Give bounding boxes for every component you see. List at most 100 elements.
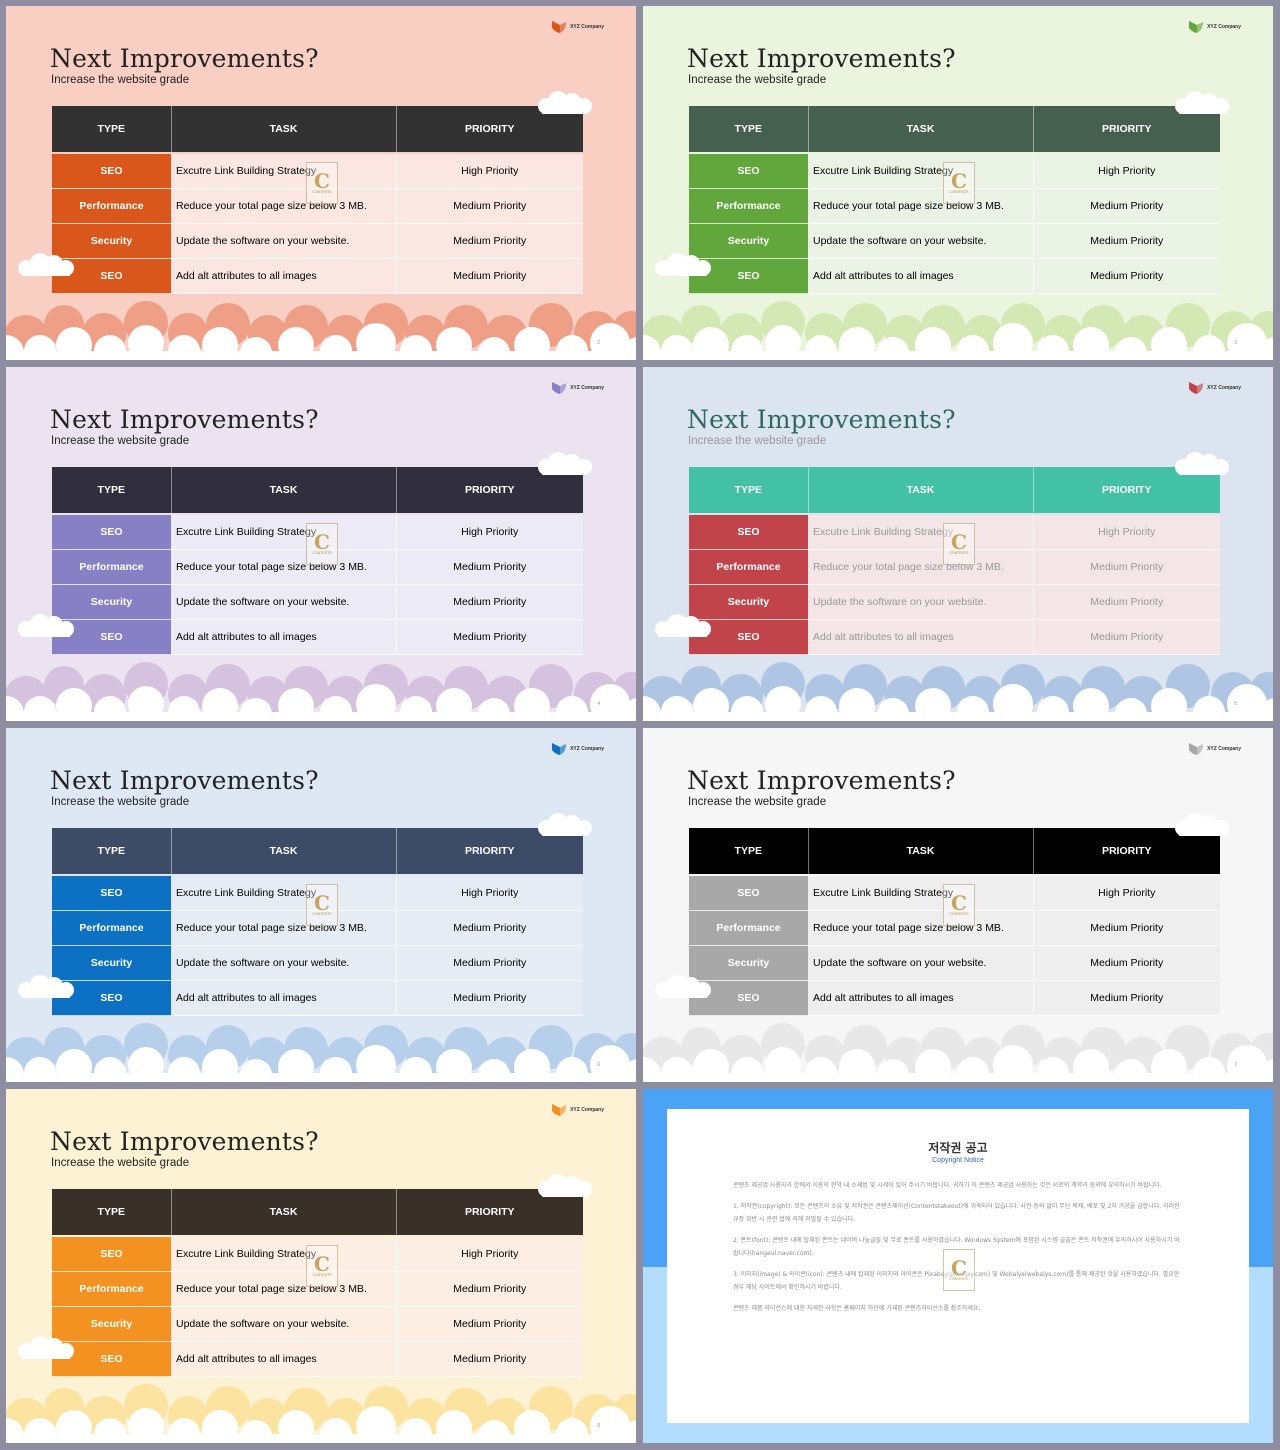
- cell-task: Add alt attributes to all images: [808, 258, 1034, 294]
- copyright-paragraph: 콘텐츠 제공업 사용자가 한에서 이용의 현약 내 소재범 및 시세이 있어 주…: [733, 1182, 1162, 1189]
- cloud-icon: [1175, 452, 1229, 475]
- cell-task: Add alt attributes to all images: [808, 619, 1034, 655]
- cell-task: Reduce your total page size below 3 MB.: [171, 1271, 397, 1307]
- slide-thumbnail[interactable]: XYZ Company Next Improvements? Increase …: [643, 367, 1273, 721]
- slide-thumbnail[interactable]: XYZ Company Next Improvements? Increase …: [6, 1089, 636, 1443]
- company-name: XYZ Company: [570, 1107, 604, 1113]
- clouds-decoration: [643, 301, 1273, 360]
- cell-task: Add alt attributes to all images: [171, 258, 397, 294]
- table-row: Security Update the software on your web…: [689, 584, 1220, 620]
- table-header-row: TYPE TASK PRIORITY: [689, 467, 1220, 513]
- cell-priority: High Priority: [396, 154, 583, 189]
- slide-thumbnail[interactable]: XYZ Company Next Improvements? Increase …: [6, 728, 636, 1082]
- table-header-row: TYPE TASK PRIORITY: [52, 1189, 583, 1235]
- improvements-table: TYPE TASK PRIORITY SEO Excutre Link Buil…: [689, 828, 1220, 1016]
- table-row: Security Update the software on your web…: [52, 584, 583, 620]
- watermark-stamp: C CONTENTS: [306, 1245, 338, 1287]
- watermark-stamp: C CONTENTS: [306, 523, 338, 565]
- cell-priority: Medium Priority: [1033, 619, 1220, 655]
- clouds-decoration: [643, 662, 1273, 721]
- table-row: Security Update the software on your web…: [689, 223, 1220, 259]
- header-task: TASK: [808, 828, 1034, 874]
- company-name: XYZ Company: [1207, 746, 1241, 752]
- cell-priority: Medium Priority: [1033, 549, 1220, 585]
- header-task: TASK: [171, 1189, 397, 1235]
- logo-icon: [552, 1104, 567, 1116]
- logo-icon: [552, 382, 567, 394]
- cell-priority: High Priority: [1033, 515, 1220, 550]
- cell-task: Excutre Link Building Strategy: [171, 154, 397, 189]
- slide-thumbnail[interactable]: XYZ Company Next Improvements? Increase …: [643, 6, 1273, 360]
- slide-thumbnail[interactable]: XYZ Company Next Improvements? Increase …: [6, 6, 636, 360]
- header-type: TYPE: [52, 106, 172, 152]
- company-logo: XYZ Company: [551, 1103, 604, 1117]
- cell-priority: Medium Priority: [396, 619, 583, 655]
- cell-task: Update the software on your website.: [171, 1306, 397, 1342]
- page-number: 8: [597, 1423, 600, 1429]
- watermark-text: CONTENTS: [312, 912, 332, 916]
- table-header-row: TYPE TASK PRIORITY: [52, 828, 583, 874]
- cell-priority: Medium Priority: [396, 1306, 583, 1342]
- header-task: TASK: [808, 467, 1034, 513]
- cell-type: Security: [689, 223, 808, 259]
- slide-thumbnail[interactable]: XYZ Company Next Improvements? Increase …: [6, 367, 636, 721]
- table-row: Performance Reduce your total page size …: [689, 188, 1220, 224]
- cell-priority: Medium Priority: [396, 1271, 583, 1307]
- cloud-icon: [18, 614, 74, 637]
- page-number: 4: [597, 701, 600, 707]
- watermark-letter: C: [951, 530, 967, 554]
- copyright-slide[interactable]: 저작권 공고 Copyright Notice 콘텐츠 제공업 사용자가 한에서…: [643, 1089, 1273, 1443]
- company-logo: XYZ Company: [1188, 381, 1241, 395]
- table-row: SEO Add alt attributes to all images Med…: [689, 980, 1220, 1016]
- table-row: SEO Add alt attributes to all images Med…: [52, 258, 583, 294]
- table-row: SEO Excutre Link Building Strategy High …: [52, 515, 583, 550]
- table-header-row: TYPE TASK PRIORITY: [52, 467, 583, 513]
- cell-priority: Medium Priority: [396, 584, 583, 620]
- cell-priority: High Priority: [1033, 876, 1220, 911]
- watermark-letter: C: [314, 891, 330, 915]
- cloud-icon: [538, 452, 592, 475]
- copyright-body: 콘텐츠 제공업 사용자가 한에서 이용의 현약 내 소재범 및 시세이 있어 주…: [733, 1179, 1185, 1323]
- cell-priority: Medium Priority: [1033, 910, 1220, 946]
- clouds-decoration: [6, 1023, 636, 1082]
- slide-subtitle: Increase the website grade: [688, 435, 827, 447]
- improvements-table: TYPE TASK PRIORITY SEO Excutre Link Buil…: [52, 828, 583, 1016]
- company-logo: XYZ Company: [1188, 20, 1241, 34]
- cell-task: Add alt attributes to all images: [171, 1341, 397, 1377]
- cell-priority: Medium Priority: [1033, 188, 1220, 224]
- table-row: Security Update the software on your web…: [689, 945, 1220, 981]
- company-name: XYZ Company: [570, 24, 604, 30]
- cell-type: Security: [689, 945, 808, 981]
- table-row: SEO Excutre Link Building Strategy High …: [52, 154, 583, 189]
- table-row: SEO Add alt attributes to all images Med…: [52, 980, 583, 1016]
- cell-task: Update the software on your website.: [808, 945, 1034, 981]
- watermark-letter: C: [314, 530, 330, 554]
- table-row: SEO Excutre Link Building Strategy High …: [689, 154, 1220, 189]
- company-logo: XYZ Company: [551, 20, 604, 34]
- slide-thumbnail[interactable]: XYZ Company Next Improvements? Increase …: [643, 728, 1273, 1082]
- cell-type: Security: [689, 584, 808, 620]
- watermark-stamp: C CONTENTS: [306, 884, 338, 926]
- improvements-table: TYPE TASK PRIORITY SEO Excutre Link Buil…: [689, 467, 1220, 655]
- slide-title: Next Improvements?: [687, 44, 956, 73]
- improvements-table: TYPE TASK PRIORITY SEO Excutre Link Buil…: [689, 106, 1220, 294]
- slide-subtitle: Increase the website grade: [51, 74, 190, 86]
- clouds-decoration: [6, 1384, 636, 1443]
- header-priority: PRIORITY: [396, 828, 583, 874]
- company-name: XYZ Company: [570, 746, 604, 752]
- watermark-text: CONTENTS: [949, 190, 969, 194]
- watermark-letter: C: [951, 169, 967, 193]
- cell-task: Update the software on your website.: [808, 223, 1034, 259]
- clouds-decoration: [643, 1023, 1273, 1082]
- table-row: Security Update the software on your web…: [52, 1306, 583, 1342]
- cell-priority: Medium Priority: [396, 549, 583, 585]
- logo-icon: [1189, 743, 1204, 755]
- table-header-row: TYPE TASK PRIORITY: [52, 106, 583, 152]
- cell-task: Excutre Link Building Strategy: [808, 876, 1034, 911]
- cell-type: Security: [52, 223, 171, 259]
- cloud-icon: [655, 614, 711, 637]
- cell-task: Reduce your total page size below 3 MB.: [171, 188, 397, 224]
- logo-icon: [1189, 382, 1204, 394]
- cell-type: SEO: [689, 876, 808, 911]
- company-name: XYZ Company: [1207, 385, 1241, 391]
